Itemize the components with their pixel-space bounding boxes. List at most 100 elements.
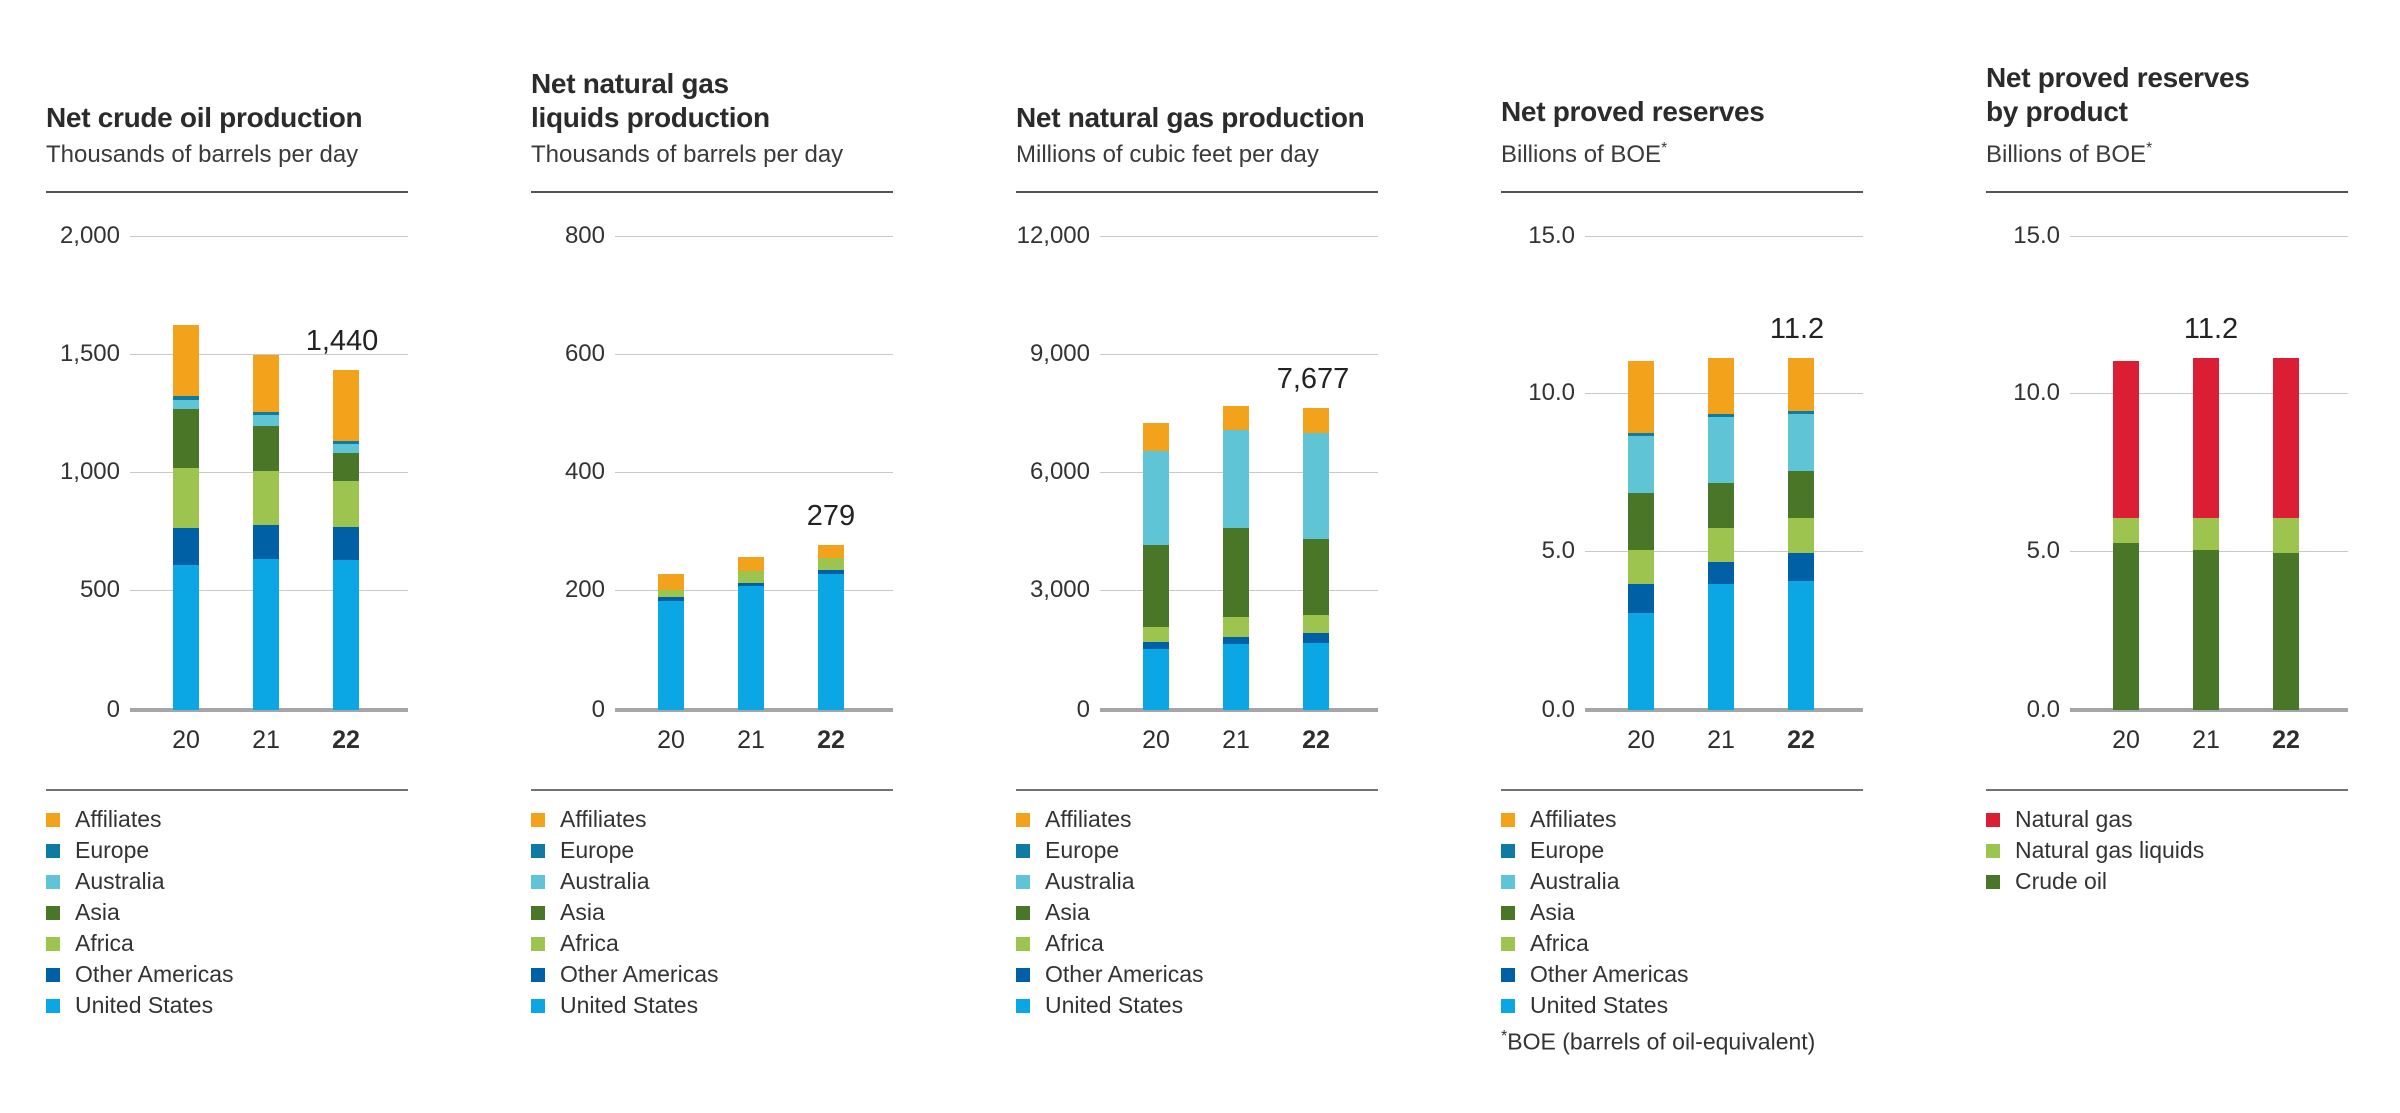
y-axis-tick-label: 10.0 — [1528, 379, 1575, 407]
chart-title: Net crude oil production — [46, 102, 363, 133]
bar-segment-africa — [173, 468, 199, 529]
bar-segment-natural-gas — [2273, 357, 2299, 519]
legend-swatch-natural-gas-liquids — [1986, 843, 2000, 858]
plot-area: 2,000 1,500 1,000 500 0 1,440 — [46, 193, 408, 723]
x-axis-baseline — [615, 708, 893, 712]
legend-swatch-affiliates — [46, 812, 60, 827]
legend-item: Other Americas — [1016, 959, 1378, 990]
bar-segment-africa — [1788, 518, 1814, 553]
x-axis-tick-label-22: 22 — [817, 726, 845, 754]
bar-segment-affiliates — [818, 545, 844, 559]
legend: Affiliates Europe Australia Asia Africa Other… — [46, 789, 408, 1021]
bar-segment-asia — [1303, 539, 1329, 615]
legend-label: Australia — [1045, 868, 1135, 894]
bar-segment-other-americas — [738, 582, 764, 587]
bar-segment-europe — [1628, 433, 1654, 437]
legend-item: Australia — [1501, 866, 1863, 897]
chart-title-block: Net crude oil production Thousands of bar… — [46, 0, 408, 193]
stacked-bar-22 — [333, 370, 359, 710]
y-axis-tick-label: 0 — [106, 696, 120, 723]
bar-segment-africa — [333, 480, 359, 528]
bar-segment-australia — [253, 415, 279, 426]
legend-swatch-africa — [1016, 936, 1030, 951]
legend-label: Affiliates — [1530, 806, 1617, 832]
legend-swatch-australia — [1501, 874, 1515, 889]
legend-label: Africa — [75, 930, 134, 956]
y-axis-tick-label: 0 — [1076, 696, 1090, 723]
legend-swatch-affiliates — [531, 812, 545, 827]
bar-segment-australia — [333, 444, 359, 454]
legend-label: Asia — [75, 899, 120, 925]
y-axis-tick-label: 6,000 — [1029, 458, 1090, 485]
chart-column-1: Net crude oil production Thousands of bar… — [46, 0, 408, 1056]
chart-column-3: Net natural gas production Millions of cu… — [1016, 0, 1378, 1056]
y-axis-tick-label: 12,000 — [1016, 222, 1090, 249]
legend-label: Affiliates — [560, 806, 647, 832]
bar-segment-affiliates — [658, 573, 684, 590]
x-axis-baseline — [1585, 708, 1863, 712]
x-axis-ticks: 20 21 22 — [531, 712, 893, 789]
bar-segment-australia — [173, 399, 199, 410]
legend-label: Europe — [75, 837, 150, 863]
legend-swatch-affiliates — [1501, 812, 1515, 827]
footnote-asterisk: * — [1501, 1027, 1508, 1045]
legend-item: Europe — [1501, 835, 1863, 866]
legend-label: Affiliates — [1045, 806, 1132, 832]
legend-swatch-asia — [1501, 905, 1515, 920]
gridline — [1100, 354, 1378, 355]
legend-item: Crude oil — [1986, 866, 2348, 897]
bar-segment-africa — [818, 558, 844, 571]
bar-segment-asia — [1143, 545, 1169, 628]
legend-label: United States — [1045, 992, 1184, 1018]
stacked-bar-20 — [1628, 360, 1654, 710]
legend-swatch-other-americas — [1016, 967, 1030, 982]
bar-segment-natural-gas-liquids — [2113, 518, 2139, 544]
y-axis-tick-label: 400 — [564, 458, 605, 485]
chart-column-4: Net proved reserves Billions of BOE* 15.0 1… — [1501, 0, 1863, 1056]
legend-label: Natural gas — [2015, 806, 2133, 832]
bar-segment-africa — [253, 470, 279, 525]
legend-label: United States — [1530, 992, 1669, 1018]
y-axis-tick-label: 200 — [564, 576, 605, 603]
gridline — [615, 472, 893, 473]
y-axis-tick-label: 5.0 — [1541, 536, 1575, 564]
stacked-bar-21 — [1223, 405, 1249, 710]
x-axis-ticks: 20 21 22 — [1986, 712, 2348, 789]
bar-segment-australia — [1788, 414, 1814, 471]
legend-swatch-other-americas — [531, 967, 545, 982]
bar-segment-australia — [1708, 417, 1734, 484]
bar-segment-affiliates — [253, 355, 279, 412]
legend-swatch-asia — [46, 905, 60, 920]
chart-title-block: Net natural gas liquids production Thousan… — [531, 0, 893, 193]
bar-segment-africa — [738, 570, 764, 583]
legend-item: Affiliates — [46, 804, 408, 835]
gridline — [1585, 236, 1863, 237]
bar-segment-affiliates — [1788, 357, 1814, 412]
bar-segment-united-states — [1788, 581, 1814, 710]
legend-swatch-europe — [531, 843, 545, 858]
legend-label: Africa — [1530, 930, 1589, 956]
y-axis-tick-label: 15.0 — [2013, 222, 2060, 249]
stacked-bar-21 — [738, 557, 764, 710]
gridline — [2070, 236, 2348, 237]
legend-item: Other Americas — [1501, 959, 1863, 990]
subtitle-asterisk: * — [1661, 140, 1668, 157]
bar-segment-united-states — [738, 586, 764, 710]
legend-item: Asia — [1501, 897, 1863, 928]
bar-segment-affiliates — [1708, 357, 1734, 415]
y-axis-tick-label: 0.0 — [2026, 696, 2060, 723]
bar-segment-affiliates — [1628, 360, 1654, 434]
bar-segment-europe — [253, 411, 279, 416]
bar-segment-asia — [1628, 493, 1654, 550]
bar-segment-europe — [333, 440, 359, 445]
bar-segment-asia — [333, 453, 359, 481]
footnote-text: BOE (barrels of oil-equivalent) — [1507, 1028, 1816, 1055]
bar-segment-asia — [253, 425, 279, 471]
bar-segment-other-americas — [1628, 584, 1654, 613]
bar-segment-united-states — [818, 574, 844, 710]
bar-segment-africa — [1143, 627, 1169, 643]
y-axis-tick-label: 600 — [564, 340, 605, 367]
legend-swatch-australia — [1016, 874, 1030, 889]
legend-label: Other Americas — [1045, 961, 1204, 987]
legend-label: Africa — [1045, 930, 1104, 956]
